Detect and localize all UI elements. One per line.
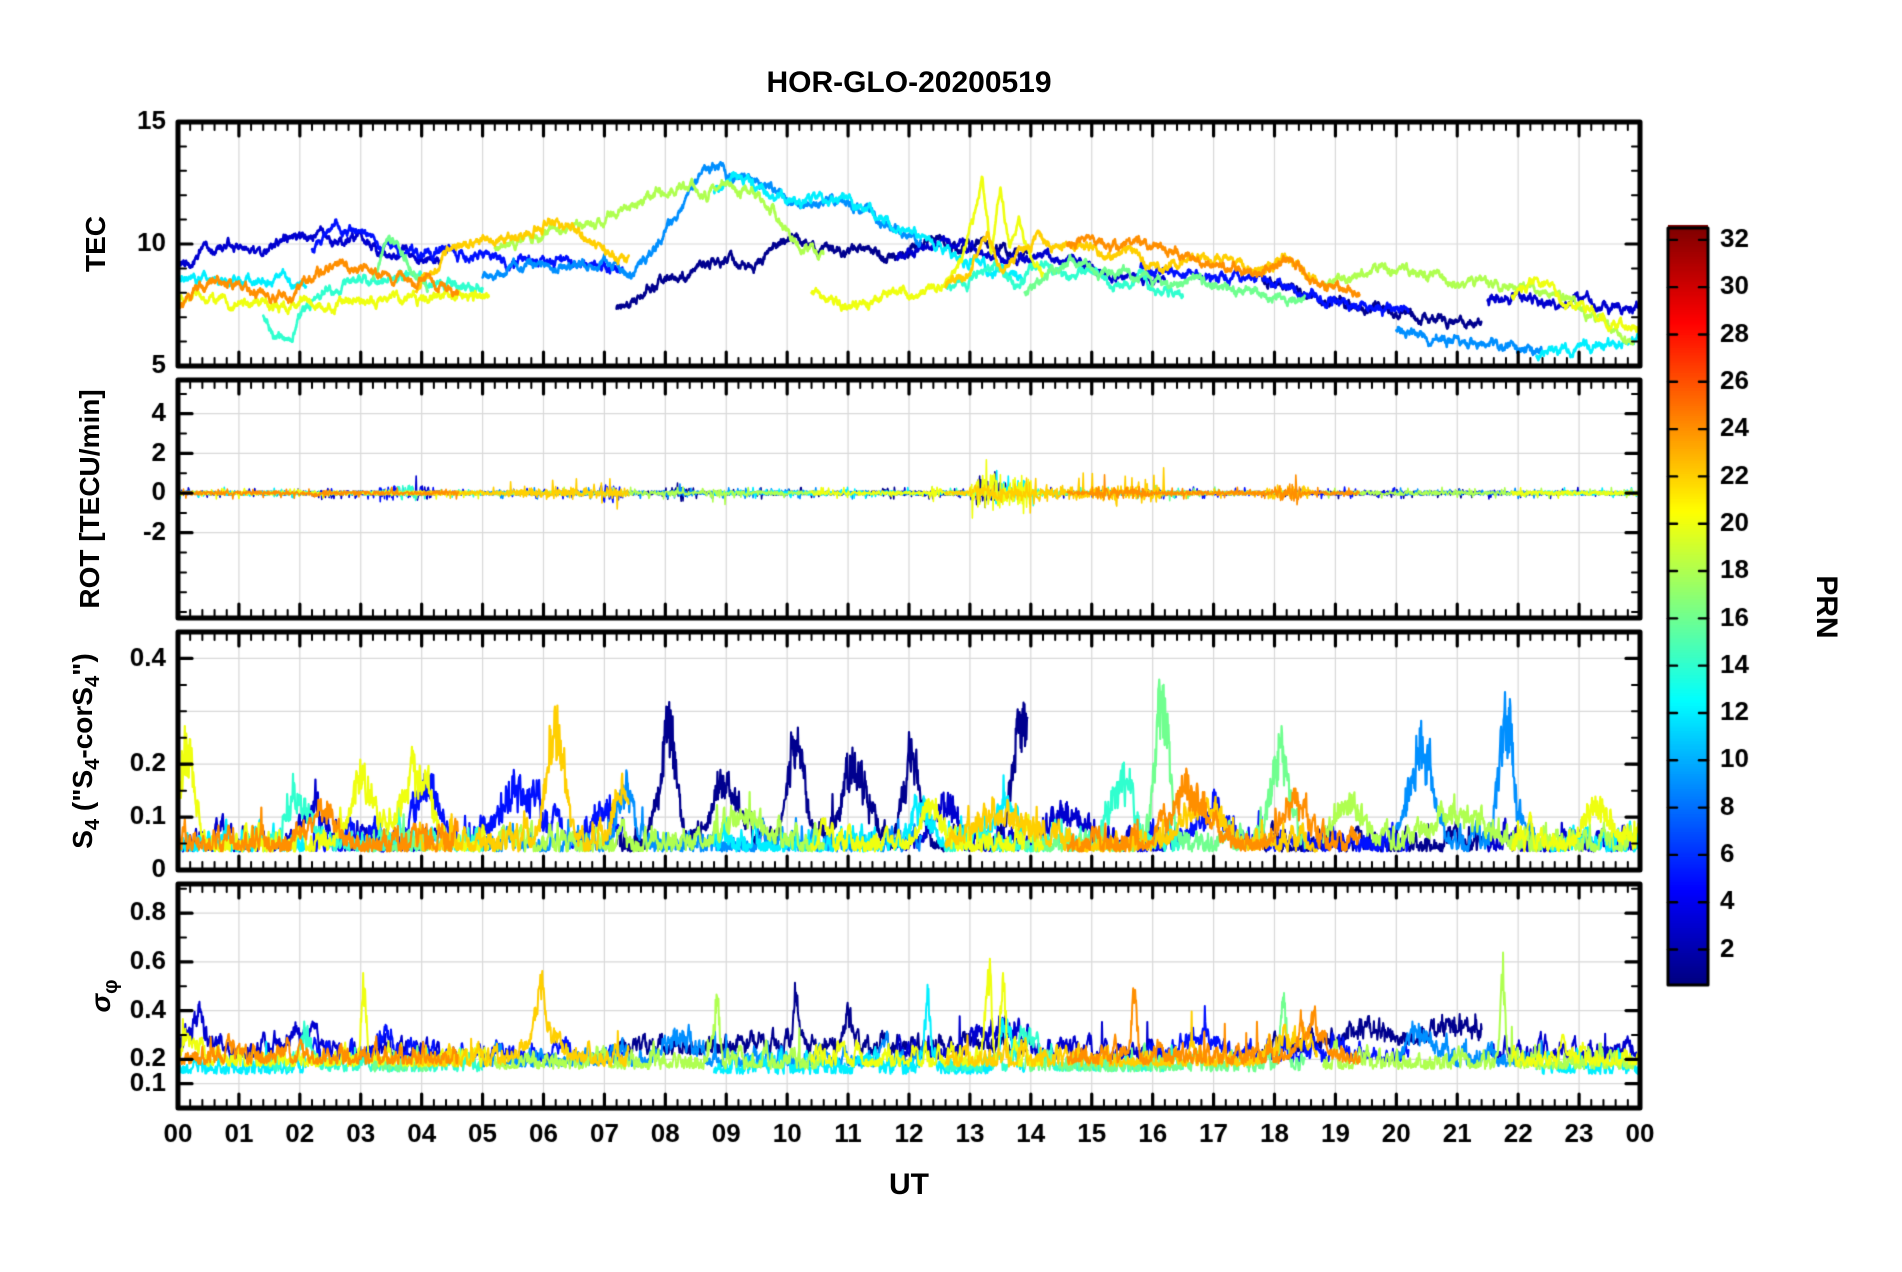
colorbar-label: PRN — [1810, 574, 1843, 639]
chart-title: HOR-GLO-20200519 — [766, 66, 1052, 99]
y-axis-label-tec: TEC — [80, 216, 111, 272]
y-axis-label-s4: S4 ("S4-corS4") — [67, 653, 104, 849]
y-axis-label-sigma-phi: σφ — [85, 979, 122, 1013]
x-axis-label: UT — [889, 1168, 929, 1201]
y-axis-label-rot: ROT [TECU/min] — [74, 389, 105, 609]
